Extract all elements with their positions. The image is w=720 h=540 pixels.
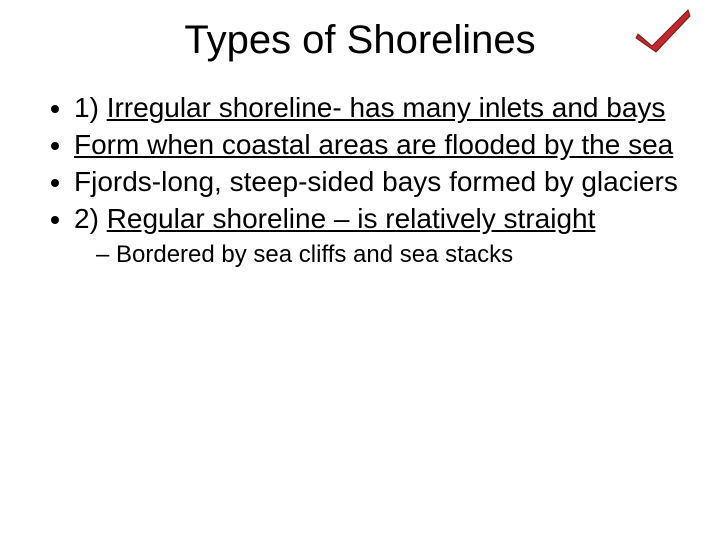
bullet-underlined: Form when coastal areas are flooded by t… bbox=[74, 129, 673, 160]
bullet-list: 1) Irregular shoreline- has many inlets … bbox=[42, 91, 678, 270]
bullet-underlined: Regular shoreline – is relatively straig… bbox=[107, 203, 596, 234]
bullet-underlined: Irregular shoreline- has many inlets and… bbox=[107, 92, 666, 123]
sub-list-item: Bordered by sea cliffs and sea stacks bbox=[96, 241, 678, 270]
list-item: Form when coastal areas are flooded by t… bbox=[74, 128, 678, 161]
slide: Types of Shorelines 1) Irregular shoreli… bbox=[0, 0, 720, 270]
list-item: 1) Irregular shoreline- has many inlets … bbox=[74, 91, 678, 124]
bullet-plain: Fjords-long, steep-sided bays formed by … bbox=[74, 166, 678, 197]
list-item: Fjords-long, steep-sided bays formed by … bbox=[74, 165, 678, 198]
bullet-prefix: 2) bbox=[74, 203, 107, 234]
bullet-prefix: 1) bbox=[74, 92, 107, 123]
list-item: 2) Regular shoreline – is relatively str… bbox=[74, 202, 678, 270]
checkmark-icon bbox=[632, 6, 694, 59]
slide-title: Types of Shorelines bbox=[42, 18, 678, 63]
sub-bullet-list: Bordered by sea cliffs and sea stacks bbox=[74, 241, 678, 270]
